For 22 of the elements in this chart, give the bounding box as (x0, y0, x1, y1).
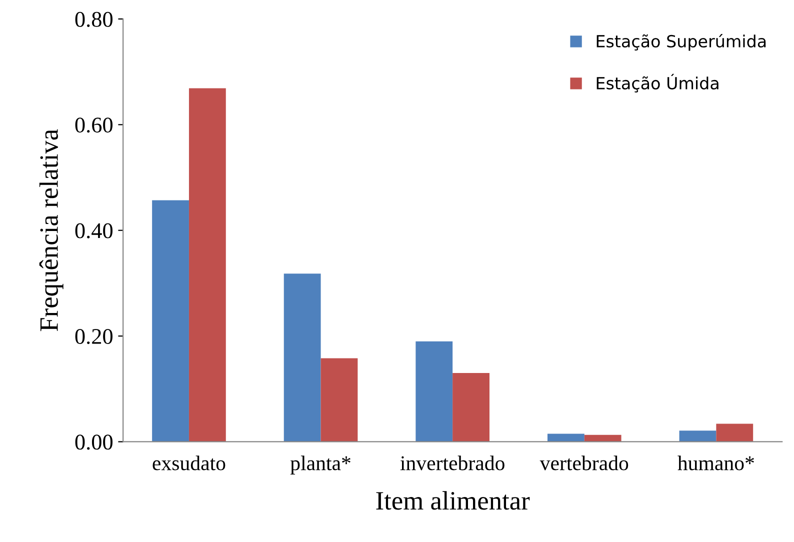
bar (452, 373, 490, 442)
bar (716, 424, 754, 442)
y-tick-label: 0.00 (75, 434, 112, 450)
bar (152, 200, 189, 442)
y-tick-label: 0.60 (75, 118, 112, 133)
bar (416, 341, 453, 442)
y-tick-label: 0.20 (75, 328, 112, 344)
y-axis-title: Frequência relativa (39, 129, 64, 332)
legend-label: Estação Úmida (596, 74, 718, 92)
legend-label: Estação Superúmida (596, 34, 766, 51)
bar (188, 88, 226, 442)
x-axis-title: Item alimentar (376, 491, 530, 510)
x-tick-label: humano* (678, 456, 754, 470)
y-tick-label: 0.80 (75, 12, 112, 27)
x-tick-label: planta* (290, 456, 350, 475)
x-tick-label: vertebrado (540, 456, 628, 470)
x-tick-label: exsudato (152, 456, 226, 470)
bar (284, 274, 321, 442)
bar (320, 358, 358, 442)
bar (679, 430, 716, 442)
x-tick-label: invertebrado (400, 456, 504, 470)
y-tick-label: 0.40 (75, 223, 112, 238)
